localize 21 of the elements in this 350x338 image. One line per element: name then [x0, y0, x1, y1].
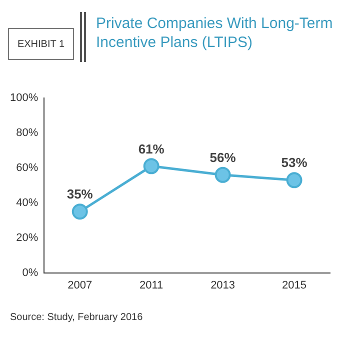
point [143, 158, 160, 174]
point [214, 166, 231, 183]
data-label: 56% [210, 150, 236, 165]
data-label: 35% [66, 186, 94, 202]
data-label: 53% [281, 155, 308, 170]
text: EXHIBIT 1 [8, 28, 74, 60]
x-tick-label: 2011 [140, 279, 164, 292]
y-tick-label: 0% [22, 266, 38, 279]
x-tick-label: 2013 [210, 279, 236, 292]
y-tick-label: 100% [10, 92, 38, 104]
source-note: Source: Study, February 2016 [10, 312, 143, 323]
x-tick-label: 2007 [68, 279, 92, 292]
x-tick-label: 2015 [282, 279, 307, 292]
chart-title: Private Companies With Long-Term Incentive Plans (LTIPS) [96, 14, 334, 52]
y-tick-label: 60% [16, 162, 38, 174]
y-tick-label: 80% [16, 126, 38, 139]
data-label: 61% [138, 141, 165, 156]
point [72, 204, 88, 220]
y-tick-label: 40% [16, 196, 38, 209]
point [286, 172, 302, 188]
y-tick-label: 20% [16, 232, 38, 244]
